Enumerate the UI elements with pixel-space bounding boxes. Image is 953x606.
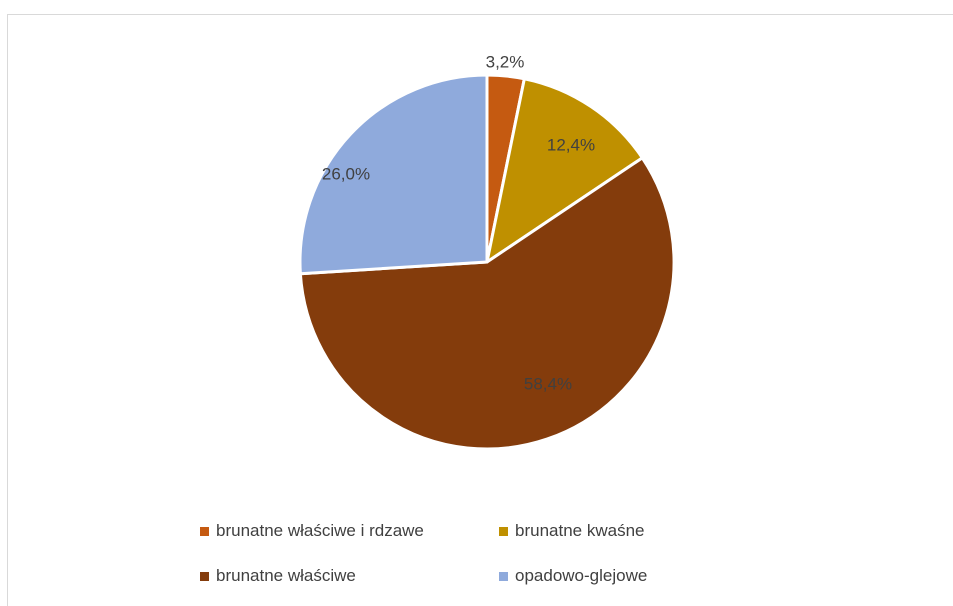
pie-slices: [298, 73, 676, 451]
data-label: 26,0%: [322, 165, 370, 184]
data-label: 3,2%: [486, 53, 525, 72]
slice-brunatne-kwasne: [485, 77, 644, 264]
pie-data-labels: 3,2% 12,4% 58,4% 26,0%: [322, 53, 595, 394]
data-label: 58,4%: [524, 375, 572, 394]
data-label: 12,4%: [547, 136, 595, 155]
slice-opadowo-glejowe: [298, 73, 489, 276]
slice-brunatne-wlasciwe: [298, 156, 676, 451]
